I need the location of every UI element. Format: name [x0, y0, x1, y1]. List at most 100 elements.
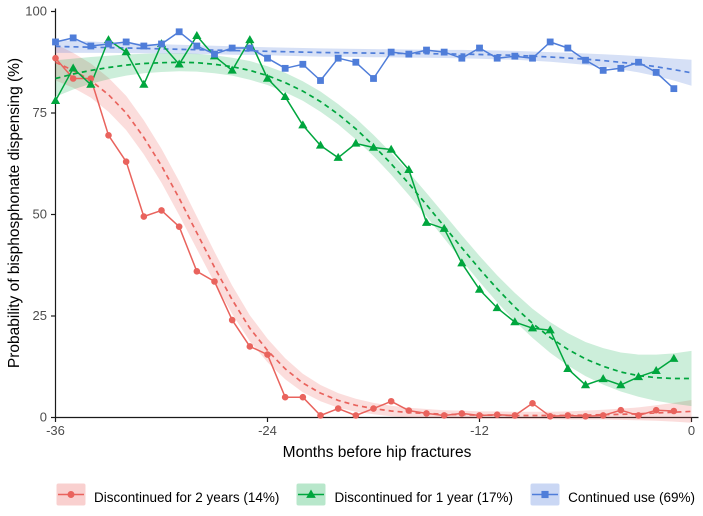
data-point-square [52, 38, 59, 46]
data-point-square [617, 64, 625, 72]
data-point-circle [617, 406, 625, 414]
data-point-triangle [598, 374, 608, 383]
data-point-square [423, 46, 430, 54]
data-point-square [158, 40, 165, 48]
data-point-triangle [510, 317, 520, 326]
data-point-square [246, 44, 254, 52]
legend-key-swatch [530, 483, 560, 506]
data-point-circle [52, 54, 59, 62]
data-point-square [228, 44, 236, 52]
legend-key-square-icon [530, 483, 560, 511]
legend-key-swatch [296, 483, 326, 506]
data-point-triangle [351, 138, 361, 147]
x-tick-label-m24: -24 [258, 423, 277, 438]
data-point-circle [564, 412, 572, 419]
data-point-triangle [68, 63, 78, 72]
data-point-circle [582, 412, 589, 420]
data-point-circle [87, 75, 95, 82]
data-point-circle [246, 343, 254, 350]
data-point-square [140, 42, 148, 50]
data-point-triangle [192, 31, 202, 40]
data-points-0 [52, 54, 678, 420]
data-point-circle [211, 278, 218, 285]
y-tick-label-75: 75 [33, 105, 47, 120]
data-point-circle [440, 412, 448, 419]
data-point-square [299, 60, 307, 68]
data-point-circle [529, 399, 536, 407]
x-axis-title: Months before hip fractures [283, 444, 472, 461]
data-point-circle [493, 411, 501, 418]
data-point-square [458, 54, 466, 62]
data-point-circle [511, 412, 519, 419]
data-point-circle [122, 158, 130, 166]
fit-line-1 [55, 61, 692, 380]
data-point-square [529, 54, 536, 62]
data-point-triangle [174, 59, 184, 68]
data-point-square [493, 54, 501, 62]
axes: 0 25 50 75 100 -36 -24 -12 0 Months befo… [6, 4, 699, 461]
y-tick-label-50: 50 [33, 207, 47, 222]
data-point-circle [317, 412, 324, 419]
legend-label: Discontinued for 2 years (14%) [94, 489, 280, 505]
y-tick-label-0: 0 [40, 410, 47, 425]
data-points-2 [52, 28, 678, 93]
data-point-circle [69, 75, 77, 82]
y-axis-title: Probability of bisphosphonate dispensing… [6, 58, 23, 368]
plot-area [50, 28, 692, 423]
data-point-triangle [633, 372, 644, 381]
data-point-triangle [439, 223, 449, 232]
y-tick-label-100: 100 [25, 4, 47, 19]
data-point-triangle [616, 380, 626, 389]
legend-key-triangle-icon [296, 483, 326, 511]
data-point-circle [458, 410, 466, 417]
data-point-circle [387, 397, 395, 405]
data-point-square [264, 54, 271, 62]
data-point-circle [423, 410, 430, 417]
data-point-square [193, 42, 201, 50]
data-point-circle [299, 393, 307, 401]
data-point-circle [599, 412, 607, 419]
data-point-triangle [545, 325, 555, 334]
data-point-triangle [121, 47, 131, 56]
data-point-circle [352, 412, 360, 419]
data-point-circle [405, 407, 413, 414]
legend: Discontinued for 2 years (14%) Discontin… [56, 483, 695, 511]
data-point-square [599, 66, 607, 74]
x-tick-label-0: 0 [688, 423, 695, 438]
data-point-circle [193, 268, 201, 275]
data-point-circle [264, 351, 271, 358]
data-point-triangle [139, 79, 149, 88]
data-point-square [564, 44, 572, 52]
data-point-square [370, 75, 377, 82]
data-point-triangle [527, 323, 538, 332]
data-point-square [670, 85, 678, 93]
data-point-triangle [404, 165, 414, 174]
data-point-triangle [262, 73, 273, 82]
data-point-triangle [333, 152, 343, 161]
legend-key-circle-icon [56, 483, 86, 511]
data-point-circle [334, 405, 342, 412]
data-point-square [281, 64, 289, 72]
data-point-square [652, 69, 660, 76]
data-point-square [405, 50, 413, 58]
data-points-1 [50, 31, 679, 389]
data-point-square [582, 56, 589, 64]
data-point-square [476, 44, 483, 52]
data-point-triangle [421, 217, 432, 226]
data-point-square [175, 28, 183, 36]
data-point-triangle [315, 140, 326, 149]
legend-label: Continued use (69%) [568, 489, 695, 505]
data-point-triangle [280, 91, 290, 100]
data-point-triangle [492, 303, 502, 312]
x-tick-label-m36: -36 [46, 423, 65, 438]
data-point-square [511, 52, 519, 60]
data-point-circle [158, 207, 165, 214]
data-point-triangle [474, 284, 485, 293]
ci-ribbon-1 [55, 53, 692, 407]
data-point-square [546, 38, 554, 46]
y-tick-label-25: 25 [33, 308, 47, 323]
data-point-circle [670, 407, 678, 415]
legend-key-swatch [56, 483, 86, 506]
data-point-triangle [651, 366, 661, 375]
